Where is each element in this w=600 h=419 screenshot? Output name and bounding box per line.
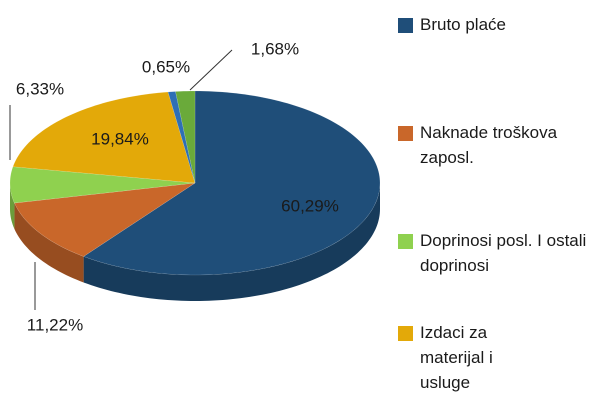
legend-swatch (398, 126, 413, 141)
legend-item: Bruto plaće (398, 12, 590, 37)
legend-label: Doprinosi posl. I ostali doprinosi (420, 231, 587, 275)
data-label: 11,22% (27, 315, 83, 334)
legend-swatch (398, 234, 413, 249)
legend-swatch (398, 18, 413, 33)
leader-line (189, 49, 233, 91)
slice (167, 91, 196, 184)
slice (175, 90, 196, 184)
legend-swatch (398, 326, 413, 341)
legend-item: Doprinosi posl. I ostali doprinosi (398, 228, 590, 278)
data-label: 1,68% (251, 39, 299, 58)
legend-item: Naknade troškova zaposl. (398, 120, 570, 170)
data-label: 0,65% (142, 57, 190, 76)
slice (14, 182, 196, 257)
data-label: 60,29% (281, 196, 339, 215)
data-label: 6,33% (16, 79, 64, 98)
slice-side (14, 203, 84, 283)
data-label: 19,84% (91, 129, 149, 148)
slice (83, 90, 381, 276)
legend: Bruto plaće Naknade troškova zaposl. Dopri… (398, 0, 600, 419)
legend-label: Izdaci za materijal i usluge (420, 323, 493, 392)
slice-side (83, 183, 381, 301)
legend-label: Bruto plaće (420, 15, 506, 34)
slice (9, 166, 196, 204)
legend-item: Izdaci za materijal i usluge (398, 320, 530, 395)
legend-label: Naknade troškova zaposl. (420, 123, 558, 167)
slice (12, 91, 196, 184)
slice-side (10, 183, 15, 230)
